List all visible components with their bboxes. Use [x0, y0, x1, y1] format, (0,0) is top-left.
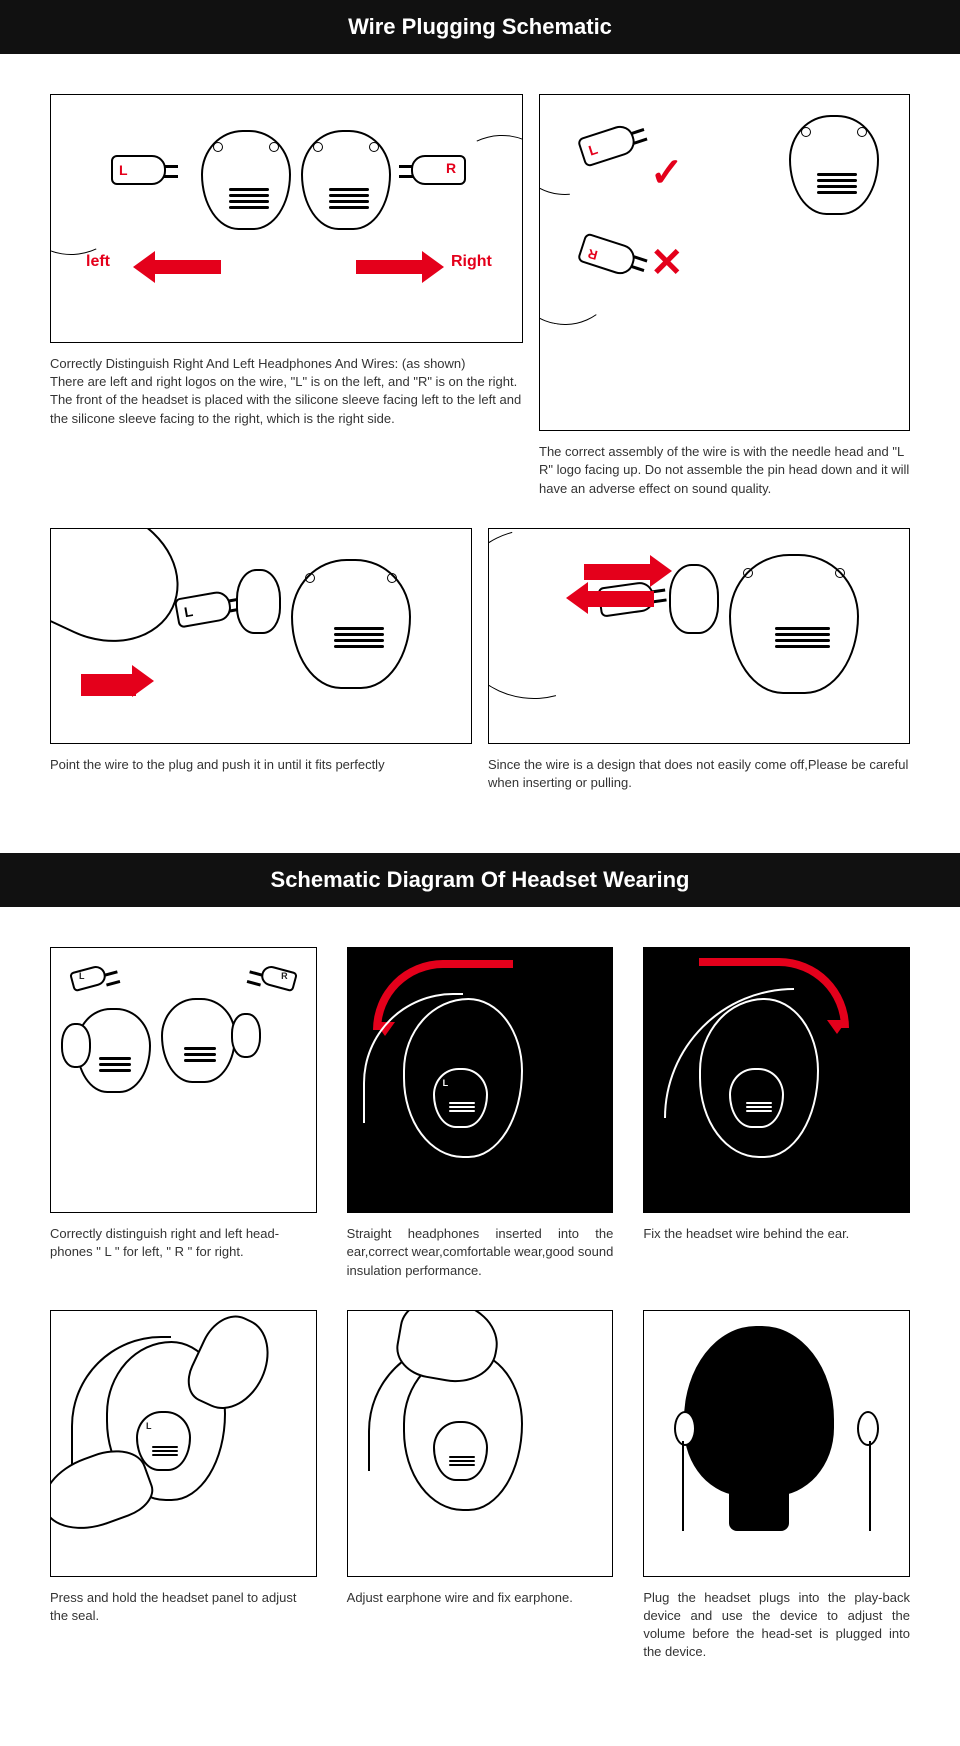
step1-caption: Correctly distinguish right and left hea…: [50, 1225, 317, 1261]
plug-l-label: L: [119, 162, 128, 178]
section1-content: L R: [0, 54, 960, 853]
cross-icon: ✕: [650, 240, 684, 286]
row-2: L Point the wire to the plug and push it…: [50, 528, 910, 793]
step5-diagram: [347, 1310, 614, 1577]
panel-a-caption: Correctly Distinguish Right And Left Hea…: [50, 355, 523, 428]
panel-lr-distinguish: L R: [50, 94, 523, 498]
step1-l: L: [79, 971, 85, 981]
step2-diagram: L: [347, 947, 614, 1214]
panel-c-caption: Point the wire to the plug and push it i…: [50, 756, 472, 774]
panel-push-in: L Point the wire to the plug and push it…: [50, 528, 472, 793]
step-5: Adjust earphone wire and fix earphone.: [347, 1310, 614, 1661]
step2-caption: Straight headphones inserted into the ea…: [347, 1225, 614, 1280]
step-1: L R Correctly distinguish right and left…: [50, 947, 317, 1280]
section1-header: Wire Plugging Schematic: [0, 0, 960, 54]
right-label: Right: [451, 253, 492, 271]
step6-caption: Plug the headset plugs into the play-bac…: [643, 1589, 910, 1662]
check-icon: ✓: [650, 150, 684, 196]
diagram-assembly: L ✓ R ✕: [539, 94, 910, 431]
step1-diagram: L R: [50, 947, 317, 1214]
step3-caption: Fix the headset wire behind the ear.: [643, 1225, 910, 1243]
step5-caption: Adjust earphone wire and fix earphone.: [347, 1589, 614, 1607]
step3-diagram: [643, 947, 910, 1214]
diagram-careful: L: [488, 528, 910, 744]
left-label: left: [86, 253, 110, 271]
panel-d-caption: Since the wire is a design that does not…: [488, 756, 910, 792]
row-1: L R: [50, 94, 910, 498]
plug-l-push: L: [183, 603, 194, 620]
step6-diagram: [643, 1310, 910, 1577]
panel-correct-assembly: L ✓ R ✕ The correct assembly of the wi: [539, 94, 910, 498]
step4-diagram: L: [50, 1310, 317, 1577]
panel-careful: L Since the wire is a design that does n…: [488, 528, 910, 793]
wearing-grid: L R Correctly distinguish right and left…: [50, 947, 910, 1662]
section2-header: Schematic Diagram Of Headset Wearing: [0, 853, 960, 907]
section2-content: L R Correctly distinguish right and left…: [0, 907, 960, 1732]
panel-b-caption: The correct assembly of the wire is with…: [539, 443, 910, 498]
step-6: Plug the headset plugs into the play-bac…: [643, 1310, 910, 1661]
step-2: L Straight headphones inserted into the …: [347, 947, 614, 1280]
step-3: Fix the headset wire behind the ear.: [643, 947, 910, 1280]
diagram-push: L: [50, 528, 472, 744]
diagram-lr: L R: [50, 94, 523, 343]
step-4: L Press and hold the headset panel to ad…: [50, 1310, 317, 1661]
step4-caption: Press and hold the headset panel to adju…: [50, 1589, 317, 1625]
step1-r: R: [281, 971, 288, 981]
